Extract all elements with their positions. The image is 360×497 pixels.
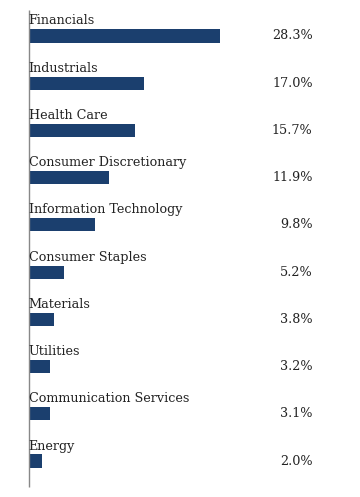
Text: 3.1%: 3.1% <box>280 408 313 420</box>
Text: Financials: Financials <box>29 14 95 27</box>
Text: 5.2%: 5.2% <box>280 265 313 279</box>
Text: Health Care: Health Care <box>29 109 107 122</box>
Text: 15.7%: 15.7% <box>272 124 313 137</box>
Bar <box>29 265 64 279</box>
Bar <box>29 313 54 326</box>
Text: 2.0%: 2.0% <box>280 455 313 468</box>
Text: Materials: Materials <box>29 298 91 311</box>
Bar <box>29 77 144 90</box>
Text: 9.8%: 9.8% <box>280 218 313 232</box>
Bar <box>29 124 135 137</box>
Text: Consumer Staples: Consumer Staples <box>29 250 147 263</box>
Text: Industrials: Industrials <box>29 62 98 75</box>
Text: Communication Services: Communication Services <box>29 392 189 406</box>
Text: Energy: Energy <box>29 439 75 453</box>
Text: 28.3%: 28.3% <box>272 29 313 42</box>
Bar <box>29 407 50 420</box>
Text: Utilities: Utilities <box>29 345 80 358</box>
Bar <box>29 218 95 232</box>
Text: 17.0%: 17.0% <box>272 77 313 89</box>
Text: Information Technology: Information Technology <box>29 203 182 216</box>
Bar <box>29 454 42 468</box>
Text: 3.8%: 3.8% <box>280 313 313 326</box>
Bar <box>29 29 220 43</box>
Bar <box>29 171 109 184</box>
Bar <box>29 360 50 373</box>
Text: Consumer Discretionary: Consumer Discretionary <box>29 156 186 169</box>
Text: 3.2%: 3.2% <box>280 360 313 373</box>
Text: 11.9%: 11.9% <box>272 171 313 184</box>
